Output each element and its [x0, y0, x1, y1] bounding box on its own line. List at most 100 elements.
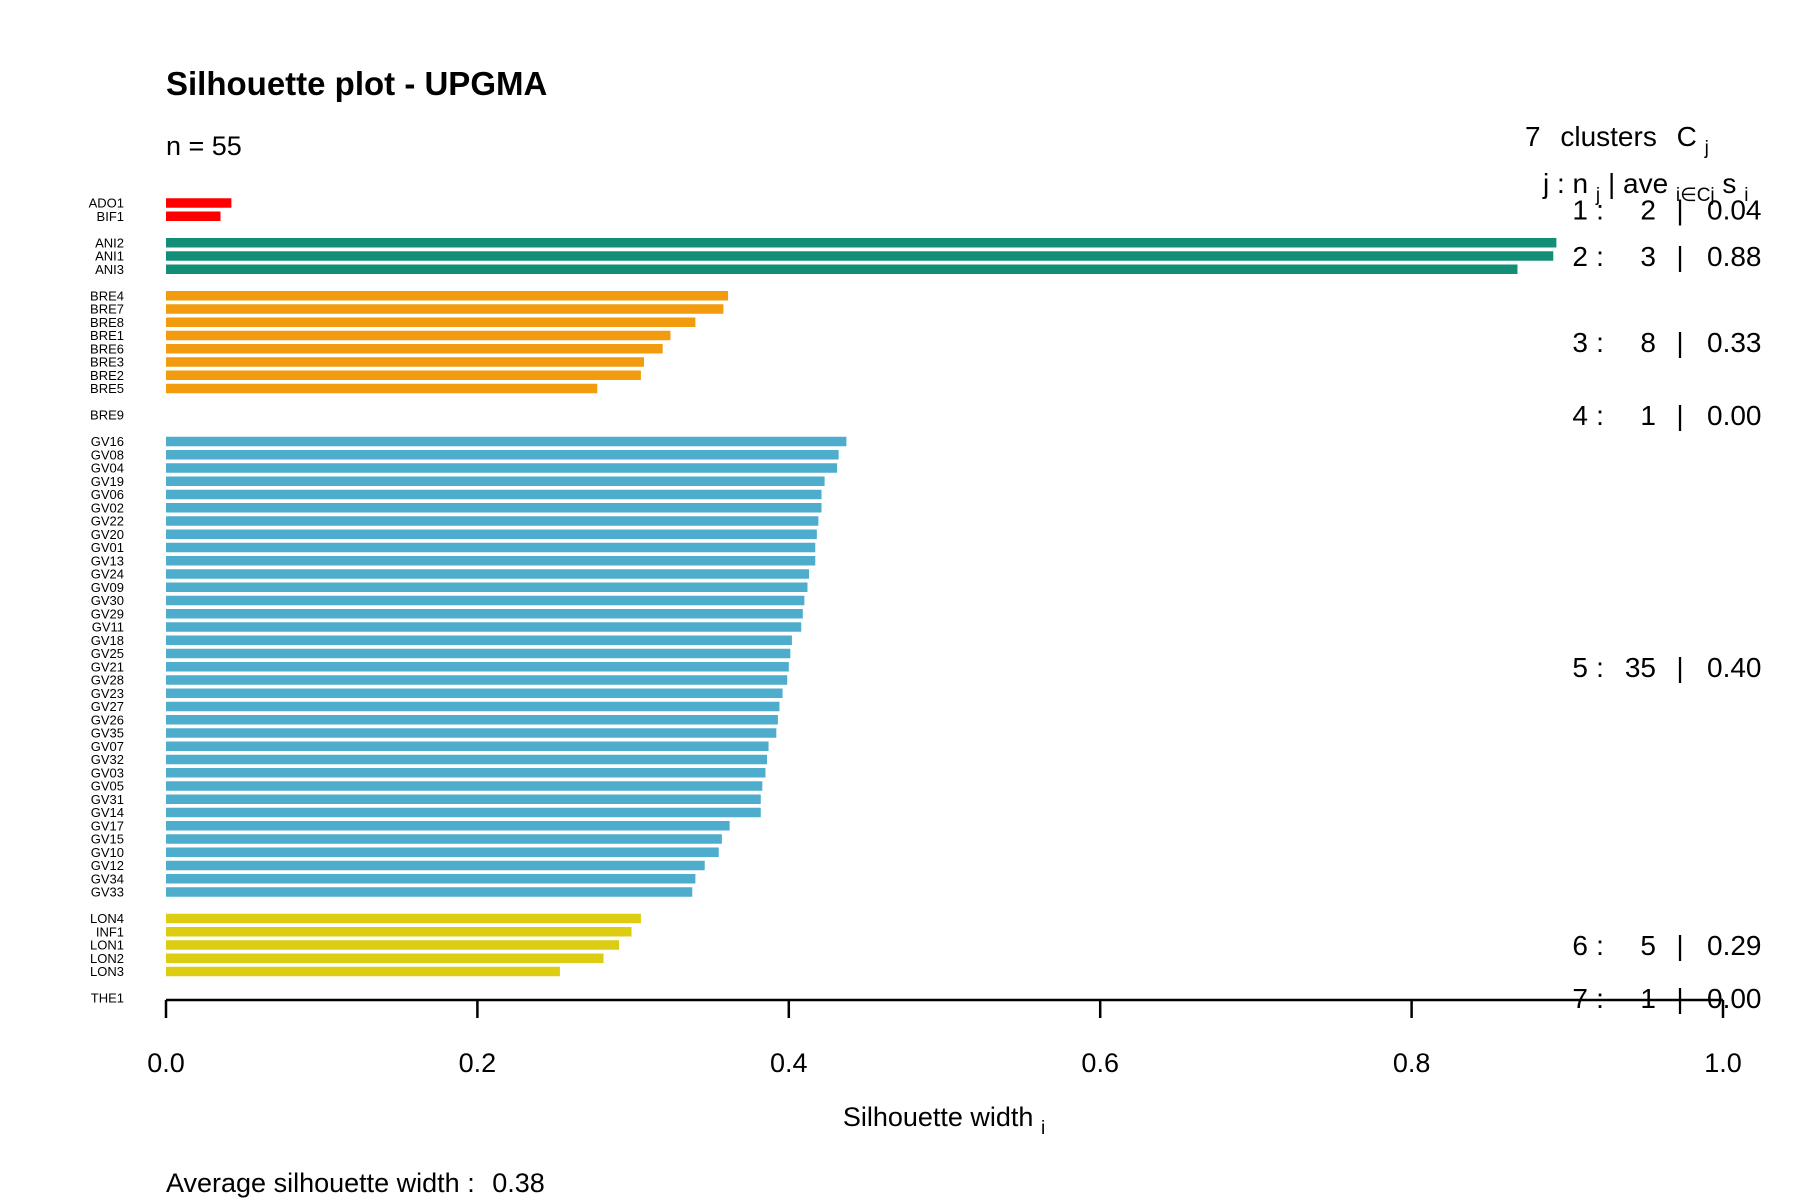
bar-gv05 [166, 781, 763, 791]
bar-gv22 [166, 516, 819, 526]
obs-label-inf1: INF1 [96, 924, 124, 939]
columns-s: s [1722, 168, 1736, 199]
bar-lon4 [166, 913, 641, 924]
cluster-n: 5 [1640, 930, 1656, 961]
obs-label-gv17: GV17 [91, 818, 124, 833]
obs-label-lon3: LON3 [90, 964, 124, 979]
bar-bre5 [166, 383, 598, 394]
x-axis-label-text: Silhouette width [843, 1102, 1034, 1132]
x-tick-label-4: 0.8 [1393, 1048, 1431, 1078]
obs-label-the1: THE1 [91, 991, 124, 1006]
obs-label-gv27: GV27 [91, 699, 124, 714]
bar-bre8 [166, 317, 696, 327]
bar-gv13 [166, 556, 816, 566]
bar-gv27 [166, 701, 780, 712]
obs-label-ado1: ADO1 [89, 196, 124, 211]
bar-gv30 [166, 595, 805, 606]
obs-label-gv02: GV02 [91, 500, 124, 515]
obs-label-bif1: BIF1 [97, 209, 124, 224]
bar-gv01 [166, 542, 816, 553]
cluster-sep: | [1676, 241, 1683, 272]
obs-label-bre6: BRE6 [90, 341, 124, 356]
bar-gv21 [166, 662, 789, 672]
cluster-sep: | [1676, 652, 1683, 683]
cluster-n: 1 [1640, 400, 1656, 431]
obs-label-bre5: BRE5 [90, 381, 124, 396]
bar-gv17 [166, 821, 730, 831]
obs-label-ani3: ANI3 [95, 262, 124, 277]
bar-gv29 [166, 609, 803, 619]
obs-label-gv30: GV30 [91, 593, 124, 608]
bar-gv18 [166, 635, 792, 645]
cluster-j: 2 [1572, 241, 1588, 272]
cluster-ave: 0.04 [1707, 195, 1762, 226]
cluster-header: 7 clusters C j j : n j | ave i∈Cj s i [1525, 121, 1748, 207]
obs-label-gv06: GV06 [91, 487, 124, 502]
obs-label-gv23: GV23 [91, 686, 124, 701]
obs-label-gv15: GV15 [91, 832, 124, 847]
bar-gv25 [166, 648, 791, 659]
cluster-sep: | [1676, 195, 1683, 226]
x-tick-label-5: 1.0 [1704, 1048, 1742, 1078]
cluster-j: 5 [1572, 652, 1588, 683]
obs-label-bre9: BRE9 [90, 408, 124, 423]
bar-gv08 [166, 450, 839, 460]
cluster-word: clusters [1560, 121, 1656, 152]
cluster-j: 4 [1572, 400, 1588, 431]
cluster-colon: : [1596, 983, 1604, 1014]
bar-gv09 [166, 582, 808, 592]
x-tick-label-0: 0.0 [147, 1048, 185, 1078]
columns-j-sub: j [1595, 185, 1600, 206]
bar-gv32 [166, 754, 768, 765]
obs-label-gv03: GV03 [91, 765, 124, 780]
bar-ani2 [166, 238, 1557, 248]
bar-gv02 [166, 503, 822, 513]
obs-label-gv08: GV08 [91, 447, 124, 462]
cluster-summary-7: 7: 1 | 0.00 [1572, 983, 1761, 1014]
obs-label-gv25: GV25 [91, 646, 124, 661]
obs-label-gv21: GV21 [91, 659, 124, 674]
obs-label-gv12: GV12 [91, 858, 124, 873]
bar-lon3 [166, 966, 560, 977]
cluster-count: 7 [1525, 121, 1541, 152]
average-value: 0.38 [492, 1168, 545, 1198]
cluster-colon: : [1596, 400, 1604, 431]
bar-bre3 [166, 357, 644, 367]
bar-gv11 [166, 622, 802, 632]
bar-gv23 [166, 688, 783, 698]
chart-subtitle: n = 55 [166, 131, 242, 161]
obs-label-gv20: GV20 [91, 527, 124, 542]
obs-label-bre1: BRE1 [90, 328, 124, 343]
obs-label-gv19: GV19 [91, 474, 124, 489]
obs-label-gv33: GV33 [91, 885, 124, 900]
bar-bre1 [166, 330, 671, 341]
bar-inf1 [166, 927, 632, 937]
cluster-colon: : [1596, 652, 1604, 683]
cluster-header-line2: j : n j | ave i∈Cj s i [1542, 168, 1748, 207]
obs-label-gv13: GV13 [91, 553, 124, 568]
obs-label-lon4: LON4 [90, 911, 124, 926]
cluster-ave: 0.29 [1707, 930, 1762, 961]
cluster-summaries: 1:2 | 0.042:3 | 0.883:8 | 0.334:1 | 0.005:35 | 0.4… [1572, 195, 1761, 1014]
obs-label-gv05: GV05 [91, 779, 124, 794]
cluster-symbol: C [1677, 121, 1697, 152]
obs-label-bre3: BRE3 [90, 355, 124, 370]
cluster-summary-1: 1: 2 | 0.04 [1572, 195, 1761, 226]
cluster-colon: : [1596, 930, 1604, 961]
cluster-n: 3 [1640, 241, 1656, 272]
cluster-ave: 0.40 [1707, 652, 1762, 683]
cluster-n: 8 [1640, 327, 1656, 358]
obs-label-lon2: LON2 [90, 951, 124, 966]
bar-lon2 [166, 953, 604, 963]
bar-bre6 [166, 344, 663, 354]
bar-ani1 [166, 251, 1554, 261]
bar-bre2 [166, 370, 641, 380]
cluster-ave: 0.00 [1707, 400, 1762, 431]
obs-label-gv07: GV07 [91, 739, 124, 754]
bar-ani3 [166, 264, 1518, 274]
cluster-colon: : [1596, 327, 1604, 358]
obs-label-gv32: GV32 [91, 752, 124, 767]
bar-gv03 [166, 768, 766, 778]
x-axis-label: Silhouette width i [843, 1102, 1045, 1139]
bar-gv14 [166, 807, 761, 818]
